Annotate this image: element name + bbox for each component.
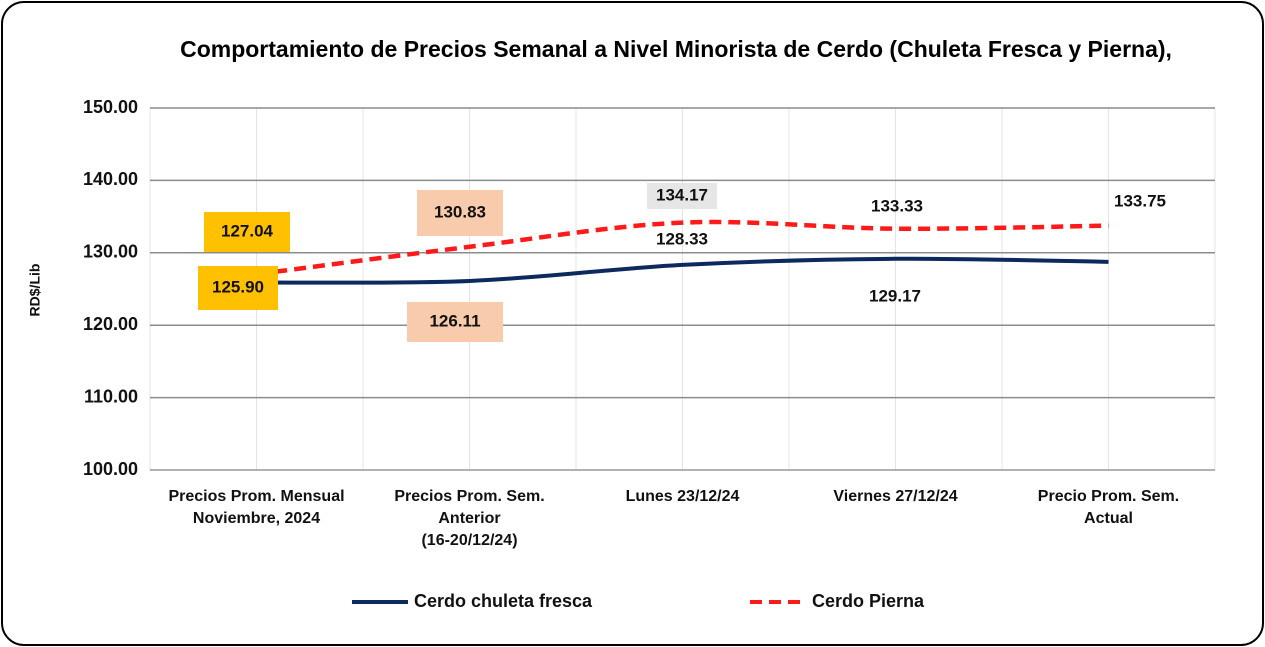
y-tick-label: 140.00 [83,169,138,189]
legend-label: Cerdo chuleta fresca [414,591,593,611]
data-label-box [204,212,290,252]
data-label: 125.90 [212,277,264,296]
data-label: 133.33 [871,196,923,215]
x-tick-label: Viernes 27/12/24 [833,488,957,505]
x-tick-label: (16-20/12/24) [421,532,517,549]
series-line [256,256,1109,285]
data-label: 127.04 [221,221,274,240]
x-tick-label: Actual [1084,510,1133,527]
x-tick-label: Anterior [438,510,500,527]
chart-title: Comportamiento de Precios Semanal a Nive… [180,36,1172,62]
y-tick-label: 100.00 [83,459,138,479]
data-label: 130.83 [434,202,486,221]
data-label: 129.17 [869,286,921,305]
x-tick-label: Precios Prom. Sem. [394,488,544,505]
y-tick-label: 150.00 [83,97,138,117]
data-label-box [407,302,503,342]
data-label: 128.33 [656,229,708,248]
data-label: 133.75 [1114,191,1166,210]
x-tick-label: Precios Prom. Mensual [168,488,344,505]
data-label-box [417,190,503,236]
x-tick-label: Noviembre, 2024 [193,510,320,527]
y-tick-label: 120.00 [83,314,138,334]
y-axis-label: RD$/Lib [27,264,43,317]
data-label-box [647,183,717,209]
data-label: 126.11 [429,311,480,330]
x-tick-label: Precio Prom. Sem. [1038,488,1179,505]
y-tick-label: 110.00 [84,386,138,406]
data-label-box [198,266,278,310]
data-label: 134.17 [656,185,708,204]
series-line [256,219,1109,277]
x-tick-label: Lunes 23/12/24 [626,488,740,505]
legend-label: Cerdo Pierna [812,591,925,611]
y-tick-label: 130.00 [83,242,138,262]
